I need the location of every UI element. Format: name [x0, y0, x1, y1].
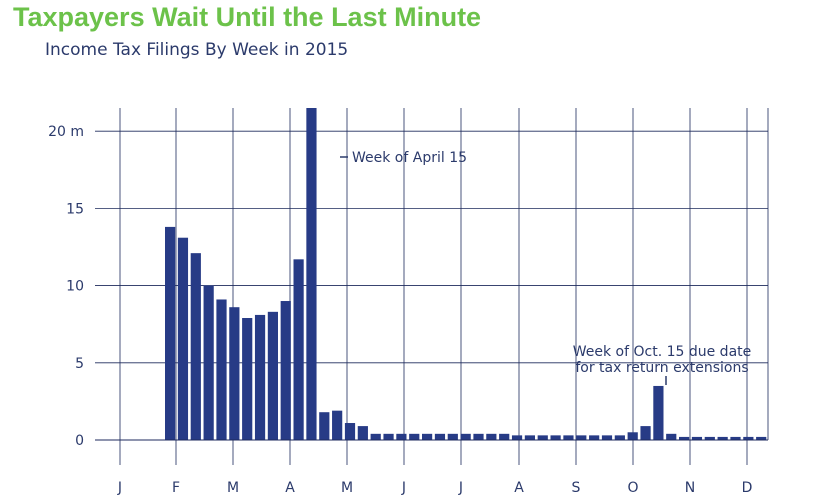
bar	[550, 435, 561, 440]
y-tick-label: 5	[75, 356, 84, 372]
bar	[730, 436, 741, 440]
bar	[640, 426, 651, 440]
bar	[203, 285, 214, 440]
bar	[614, 435, 625, 440]
bar	[422, 433, 433, 440]
bar	[306, 108, 317, 440]
chart-subtitle: Income Tax Filings By Week in 2015	[45, 40, 349, 60]
bar	[704, 436, 715, 440]
annotation-april-15: Week of April 15	[352, 150, 467, 166]
bar	[293, 259, 304, 440]
bar	[679, 436, 690, 440]
x-tick-label: J	[458, 480, 463, 496]
bar	[524, 435, 535, 440]
x-tick-label: F	[172, 480, 180, 496]
x-tick-label: M	[341, 480, 353, 496]
bar	[576, 435, 587, 440]
bar	[216, 299, 227, 440]
bar	[332, 410, 343, 440]
x-tick-label: M	[227, 480, 239, 496]
bar	[190, 253, 201, 440]
bar	[434, 433, 446, 440]
bar	[511, 435, 523, 440]
chart-title: Taxpayers Wait Until the Last Minute	[13, 2, 482, 32]
bar	[409, 433, 420, 440]
bar	[486, 433, 497, 440]
bar	[165, 226, 176, 440]
bar	[242, 318, 253, 440]
x-tick-label: O	[627, 480, 638, 496]
bar	[383, 433, 394, 440]
bar	[357, 426, 368, 440]
y-tick-label: 20 m	[48, 124, 84, 140]
bar	[370, 433, 381, 440]
bar	[563, 435, 574, 440]
x-tick-label: D	[742, 480, 753, 496]
bar	[601, 435, 613, 440]
x-tick-label: A	[285, 480, 295, 496]
bar	[589, 435, 600, 440]
bar	[254, 314, 266, 440]
x-tick-label: N	[685, 480, 695, 496]
annotation-oct-15-line2: for tax return extensions	[575, 360, 748, 376]
bar	[319, 412, 330, 440]
x-tick-label: J	[117, 480, 122, 496]
bar	[691, 436, 703, 440]
bar	[499, 433, 510, 440]
y-tick-label: 0	[75, 433, 84, 449]
bar	[396, 433, 407, 440]
bar	[280, 301, 291, 440]
bar	[229, 307, 240, 440]
bar	[267, 311, 278, 440]
bar	[743, 436, 754, 440]
x-tick-label: A	[514, 480, 524, 496]
bar	[627, 432, 638, 440]
bar	[473, 433, 484, 440]
annotation-oct-15-line1: Week of Oct. 15 due date	[573, 344, 752, 360]
bar	[460, 433, 471, 440]
bar	[537, 435, 548, 440]
bar	[653, 385, 664, 440]
bar	[666, 433, 677, 440]
bar	[756, 436, 767, 440]
y-tick-label: 10	[66, 279, 84, 295]
bar	[344, 423, 356, 440]
bar	[177, 237, 189, 440]
bar	[447, 433, 458, 440]
x-tick-label: S	[572, 480, 581, 496]
x-tick-label: J	[401, 480, 406, 496]
bar	[717, 436, 728, 440]
y-tick-label: 15	[66, 201, 84, 217]
